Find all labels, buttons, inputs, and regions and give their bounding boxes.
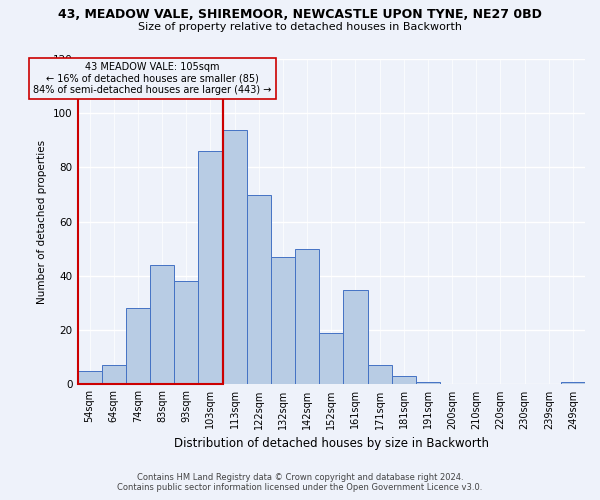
- Bar: [150, 265, 174, 384]
- Bar: [77, 59, 223, 384]
- Bar: [271, 257, 295, 384]
- Bar: [368, 366, 392, 384]
- Bar: [295, 249, 319, 384]
- Y-axis label: Number of detached properties: Number of detached properties: [37, 140, 47, 304]
- Text: 43 MEADOW VALE: 105sqm
← 16% of detached houses are smaller (85)
84% of semi-det: 43 MEADOW VALE: 105sqm ← 16% of detached…: [33, 62, 272, 95]
- Bar: [223, 130, 247, 384]
- Bar: [392, 376, 416, 384]
- Text: Contains HM Land Registry data © Crown copyright and database right 2024.
Contai: Contains HM Land Registry data © Crown c…: [118, 473, 482, 492]
- Bar: [319, 333, 343, 384]
- Bar: [102, 366, 126, 384]
- Bar: [77, 371, 102, 384]
- Bar: [174, 282, 199, 385]
- Bar: [126, 308, 150, 384]
- Bar: [343, 290, 368, 384]
- Bar: [199, 151, 223, 384]
- X-axis label: Distribution of detached houses by size in Backworth: Distribution of detached houses by size …: [174, 437, 489, 450]
- Bar: [561, 382, 585, 384]
- Bar: [247, 194, 271, 384]
- Text: 43, MEADOW VALE, SHIREMOOR, NEWCASTLE UPON TYNE, NE27 0BD: 43, MEADOW VALE, SHIREMOOR, NEWCASTLE UP…: [58, 8, 542, 20]
- Text: Size of property relative to detached houses in Backworth: Size of property relative to detached ho…: [138, 22, 462, 32]
- Bar: [416, 382, 440, 384]
